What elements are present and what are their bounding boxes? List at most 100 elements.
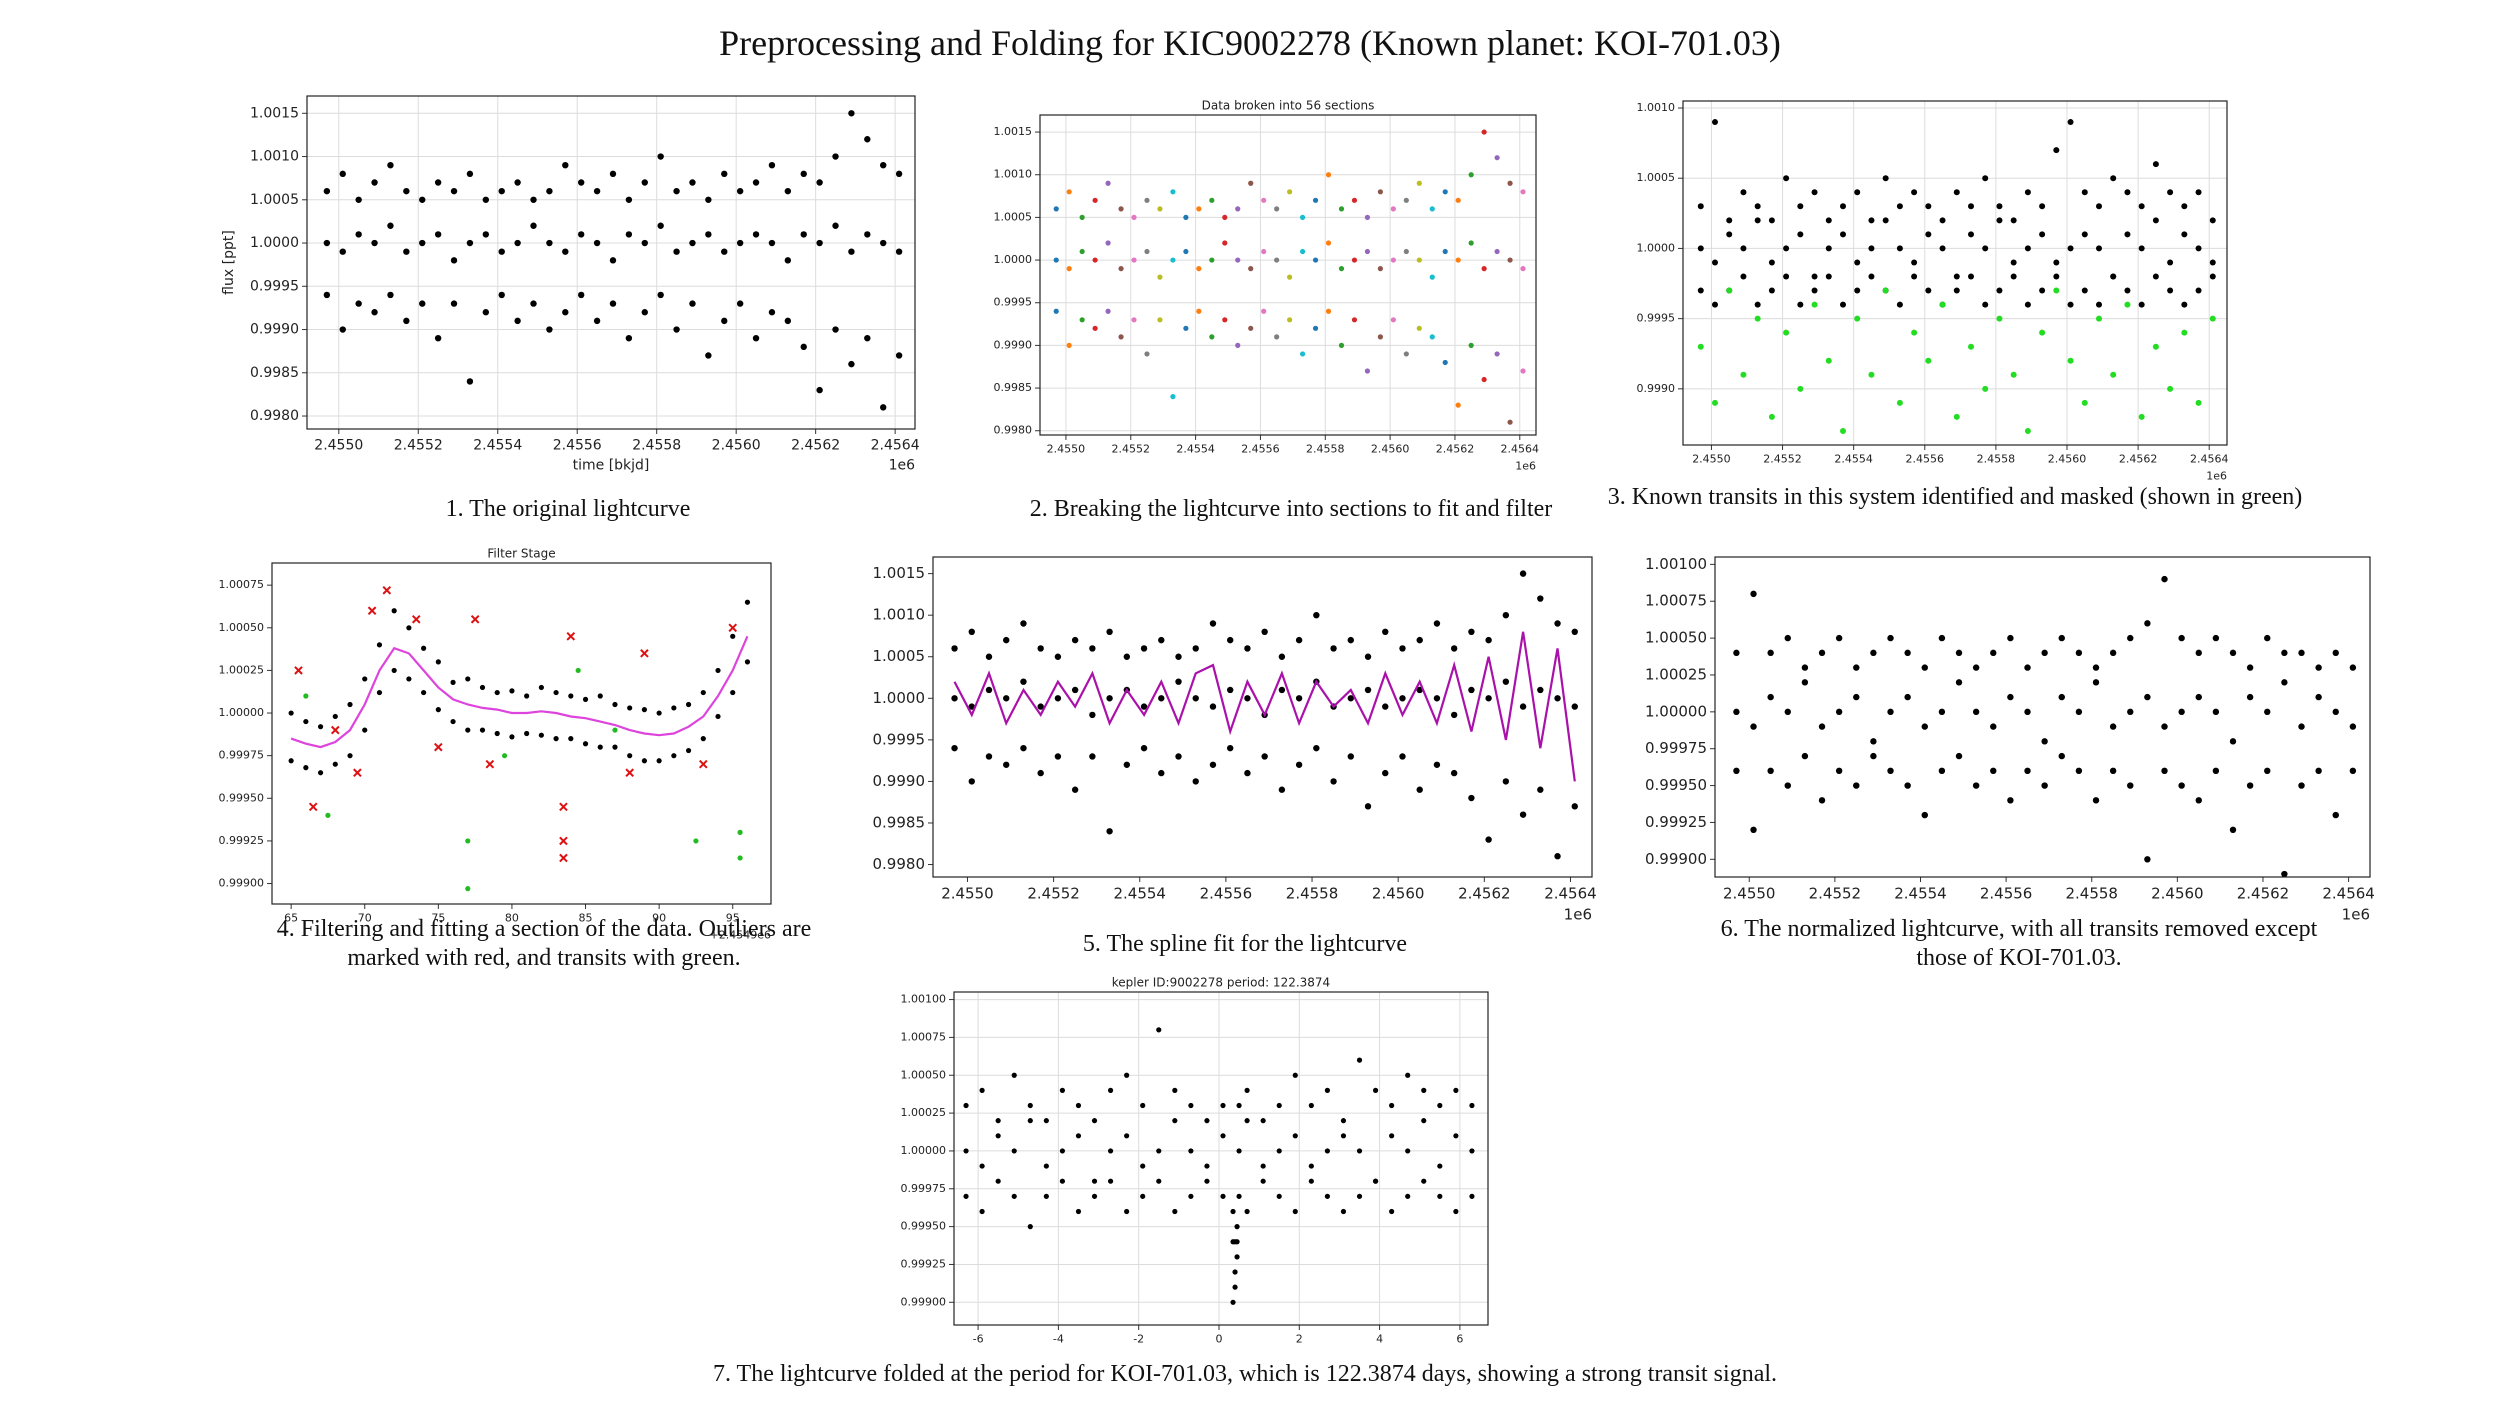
data-point xyxy=(641,707,648,713)
data-point xyxy=(2138,301,2145,308)
data-point xyxy=(1278,653,1286,660)
data-point xyxy=(1003,761,1010,768)
data-point xyxy=(1053,257,1059,263)
data-point xyxy=(1043,1193,1049,1199)
x-tick-label: 65 xyxy=(284,912,298,925)
data-point xyxy=(1519,703,1527,710)
data-point xyxy=(538,732,544,738)
data-point xyxy=(768,161,776,169)
data-point xyxy=(1405,1193,1411,1199)
data-point xyxy=(1925,231,1932,238)
data-point xyxy=(721,248,728,255)
y-tick-label: 0.99975 xyxy=(901,1182,947,1195)
x-tick-label: -6 xyxy=(973,1333,984,1346)
data-point xyxy=(1840,301,1846,308)
x-tick-label: 2.4564 xyxy=(2322,885,2375,903)
data-point xyxy=(1783,175,1790,182)
y-tick-label: 1.00025 xyxy=(901,1106,947,1119)
data-point xyxy=(848,360,855,368)
data-point xyxy=(1939,301,1946,308)
data-point xyxy=(1801,664,1809,671)
data-point xyxy=(1405,1148,1411,1154)
data-point xyxy=(979,1087,985,1093)
data-point xyxy=(1818,649,1826,657)
data-point xyxy=(1768,287,1775,294)
data-point xyxy=(2181,231,2188,238)
data-point xyxy=(1416,325,1422,331)
data-point xyxy=(593,317,601,325)
data-point xyxy=(339,248,346,255)
data-point xyxy=(1054,753,1062,760)
data-point xyxy=(466,170,474,178)
x-tick-label: 2.4564 xyxy=(1501,443,1540,456)
axes-frame xyxy=(1714,556,2371,878)
data-point xyxy=(2096,203,2102,210)
data-point xyxy=(1437,1102,1443,1109)
data-point xyxy=(673,326,680,333)
data-point xyxy=(1390,317,1396,323)
data-point xyxy=(1347,695,1354,702)
y-tick-label: 0.99925 xyxy=(1645,813,1707,831)
data-point xyxy=(1079,317,1085,323)
data-point xyxy=(1364,214,1371,220)
data-point xyxy=(1485,636,1492,644)
chart-title: Data broken into 56 sections xyxy=(1202,99,1375,113)
data-point xyxy=(1011,1072,1017,1078)
data-point xyxy=(1982,301,1989,308)
data-point xyxy=(1485,836,1492,843)
data-point xyxy=(1450,711,1458,719)
data-point xyxy=(332,761,338,767)
data-point xyxy=(593,239,601,247)
data-point xyxy=(387,291,394,299)
data-point xyxy=(1835,634,1843,642)
data-point xyxy=(568,693,574,699)
data-point xyxy=(1092,325,1098,331)
data-point xyxy=(494,689,500,696)
data-point xyxy=(1278,686,1286,694)
data-point xyxy=(1011,1148,1017,1154)
data-point xyxy=(466,239,474,247)
data-point xyxy=(514,239,521,247)
data-point xyxy=(1140,1193,1146,1199)
data-point xyxy=(800,343,807,351)
plot-area xyxy=(1683,101,2227,445)
data-point xyxy=(1364,803,1372,810)
y-tick-label: 0.9985 xyxy=(994,381,1033,394)
data-point xyxy=(1356,1057,1363,1063)
data-point xyxy=(479,684,486,691)
data-point xyxy=(1784,708,1791,716)
data-point xyxy=(1066,189,1072,195)
data-point xyxy=(1188,1102,1194,1109)
data-point xyxy=(1192,645,1199,652)
data-point xyxy=(1106,628,1113,636)
data-point xyxy=(1377,334,1383,340)
data-point xyxy=(1468,240,1474,246)
data-point xyxy=(498,291,505,299)
y-tick-label: 0.9995 xyxy=(1637,312,1676,325)
data-point xyxy=(1429,334,1435,340)
data-point xyxy=(1870,649,1877,657)
data-point xyxy=(768,309,776,316)
x-tick-label: 90 xyxy=(652,912,666,925)
offset-label: 1e6 xyxy=(889,457,916,473)
outlier-mark xyxy=(559,853,568,863)
data-point xyxy=(530,196,537,203)
data-point xyxy=(435,659,441,665)
data-point xyxy=(1712,119,1718,126)
data-point xyxy=(450,257,458,264)
axes-frame xyxy=(1039,114,1537,436)
data-point xyxy=(2298,649,2305,657)
data-point xyxy=(2167,385,2174,392)
data-point xyxy=(864,334,871,342)
data-point xyxy=(1066,266,1072,272)
outlier-mark xyxy=(294,666,303,675)
y-tick-label: 0.9995 xyxy=(994,296,1033,309)
data-point xyxy=(546,187,553,195)
data-point xyxy=(673,248,680,255)
data-point xyxy=(1783,329,1790,336)
data-point xyxy=(657,153,664,160)
outlier-mark xyxy=(353,768,362,778)
data-point xyxy=(1433,620,1441,627)
data-point xyxy=(609,170,617,178)
data-point xyxy=(577,291,585,299)
